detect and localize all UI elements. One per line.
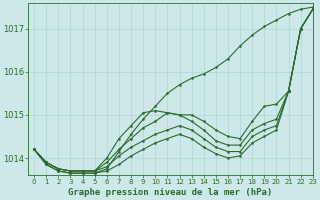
X-axis label: Graphe pression niveau de la mer (hPa): Graphe pression niveau de la mer (hPa) xyxy=(68,188,273,197)
